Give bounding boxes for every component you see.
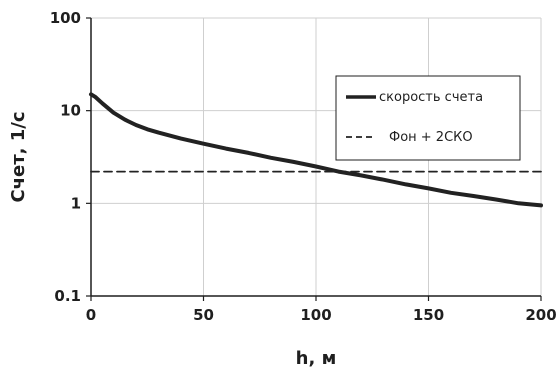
legend-label-dashed: Фон + 2СКО: [389, 130, 473, 145]
y-axis-title: Счет, 1/с: [8, 111, 29, 202]
series-count-rate-line: [89, 92, 543, 208]
y-tick-label: 10: [60, 102, 81, 120]
x-tick-label: 150: [413, 306, 444, 324]
series-layer: [89, 92, 543, 208]
grid-layer: [91, 17, 542, 296]
x-axis-title: h, м: [296, 348, 337, 369]
x-tick-label: 0: [86, 306, 96, 324]
legend-box: [335, 75, 521, 161]
x-tick-label: 200: [525, 306, 556, 324]
legend-label-solid: скорость счета: [379, 90, 483, 105]
x-tick-label: 100: [300, 306, 331, 324]
y-tick-label: 0.1: [54, 287, 81, 305]
y-tick-label: 1: [71, 194, 81, 212]
x-tick-label: 50: [193, 306, 214, 324]
legend: скорость счета Фон + 2СКО: [335, 75, 521, 161]
tick-layer: 0 50 100 150 200 0.1 1 10 100: [50, 9, 556, 324]
y-tick-label: 100: [50, 9, 81, 27]
